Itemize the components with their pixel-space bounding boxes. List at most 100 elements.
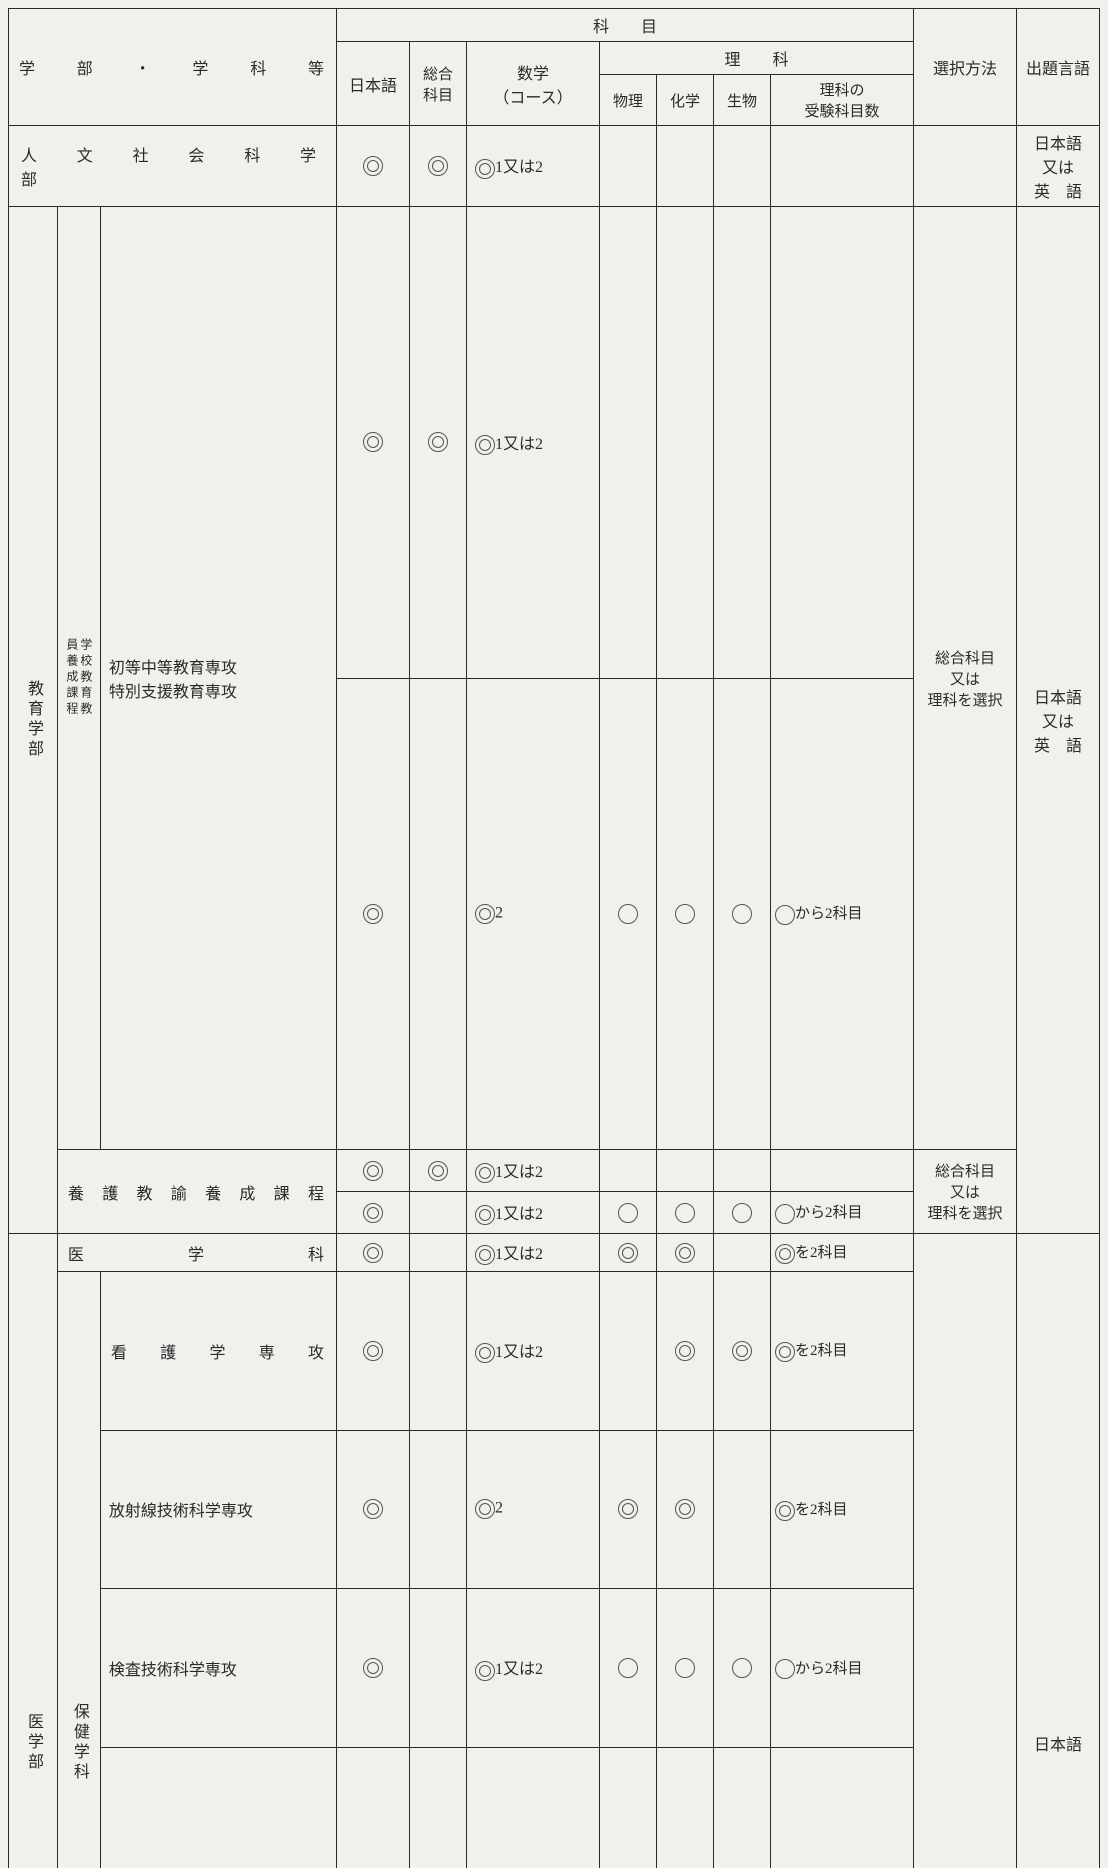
cell: を2科目 bbox=[771, 1234, 914, 1272]
cell: 1又は2 bbox=[467, 1150, 600, 1192]
cell bbox=[914, 126, 1017, 207]
cell bbox=[600, 1272, 657, 1431]
cell bbox=[600, 678, 657, 1150]
cell bbox=[714, 678, 771, 1150]
cell bbox=[600, 126, 657, 207]
requirements-table: 学 部 ・ 学 科 等 科 目 選択方法 出題言語 日本語 総合科目 数学（コー… bbox=[8, 8, 1100, 1868]
cell: 1又は2 bbox=[467, 207, 600, 679]
cell bbox=[337, 126, 410, 207]
cell bbox=[657, 1234, 714, 1272]
hdr-sogo: 総合科目 bbox=[410, 42, 467, 126]
hdr-subjects: 科 目 bbox=[337, 9, 914, 42]
cell bbox=[771, 1150, 914, 1192]
cell bbox=[714, 207, 771, 679]
cell bbox=[657, 1589, 714, 1748]
cell bbox=[600, 1430, 657, 1589]
cell bbox=[714, 1192, 771, 1234]
cell bbox=[410, 1272, 467, 1431]
cell bbox=[337, 1589, 410, 1748]
cell bbox=[657, 1747, 714, 1868]
hdr-chemistry: 化学 bbox=[657, 75, 714, 126]
cell bbox=[771, 207, 914, 679]
cell bbox=[600, 1192, 657, 1234]
cell bbox=[657, 678, 714, 1150]
cell bbox=[410, 1589, 467, 1748]
row-igaku-hoken3: 検査技術科学専攻 bbox=[100, 1589, 336, 1748]
cell bbox=[410, 1150, 467, 1192]
cell bbox=[714, 1589, 771, 1748]
row-igaku-hoken-v: 保健学科 bbox=[57, 1272, 100, 1868]
cell bbox=[337, 1234, 410, 1272]
row-kyoiku-sub2: 養 護 教 諭 養 成 課 程 bbox=[57, 1150, 336, 1234]
cell: 1又は2 bbox=[467, 1589, 600, 1748]
hdr-rika: 理 科 bbox=[600, 42, 914, 75]
cell bbox=[714, 1272, 771, 1431]
cell bbox=[600, 1234, 657, 1272]
hdr-biology: 生物 bbox=[714, 75, 771, 126]
cell bbox=[771, 126, 914, 207]
cell bbox=[714, 126, 771, 207]
cell bbox=[337, 207, 410, 679]
row-igaku-hoken2: 放射線技術科学専攻 bbox=[100, 1430, 336, 1589]
hdr-language: 出題言語 bbox=[1017, 9, 1100, 126]
cell bbox=[657, 1430, 714, 1589]
cell bbox=[337, 678, 410, 1150]
cell: 2 bbox=[467, 678, 600, 1150]
cell bbox=[337, 1272, 410, 1431]
cell bbox=[657, 207, 714, 679]
row-kyoiku-sub1-v: 学校教育教員養成課程 bbox=[57, 207, 100, 1150]
cell: から2科目 bbox=[771, 1589, 914, 1748]
cell bbox=[337, 1430, 410, 1589]
cell bbox=[410, 678, 467, 1150]
row-kyoiku-sub1: 初等中等教育専攻特別支援教育専攻 bbox=[100, 207, 336, 1150]
hdr-physics: 物理 bbox=[600, 75, 657, 126]
cell bbox=[600, 1150, 657, 1192]
row-kyoiku-label: 教育学部 bbox=[9, 207, 58, 1234]
cell bbox=[337, 1747, 410, 1868]
cell bbox=[714, 1747, 771, 1868]
cell-sel bbox=[914, 1234, 1017, 1868]
cell bbox=[410, 1192, 467, 1234]
cell bbox=[410, 1234, 467, 1272]
cell-lang: 日本語又は英 語 bbox=[1017, 207, 1100, 1234]
cell: 生物必修.さらにから1科目 bbox=[771, 1747, 914, 1868]
cell: から2科目 bbox=[771, 678, 914, 1150]
cell: 日本語又は英 語 bbox=[1017, 126, 1100, 207]
cell: 1又は2 bbox=[467, 1192, 600, 1234]
cell-sel: 総合科目又は理科を選択 bbox=[914, 1150, 1017, 1234]
cell: を2科目 bbox=[771, 1430, 914, 1589]
double-circle-icon bbox=[428, 156, 448, 176]
cell bbox=[410, 126, 467, 207]
cell bbox=[600, 1589, 657, 1748]
hdr-math: 数学（コース） bbox=[467, 42, 600, 126]
cell-lang: 日本語 bbox=[1017, 1234, 1100, 1868]
cell: を2科目 bbox=[771, 1272, 914, 1431]
cell bbox=[714, 1150, 771, 1192]
cell: 1又は2 bbox=[467, 126, 600, 207]
cell bbox=[714, 1430, 771, 1589]
row-igaku-med: 医 学 科 bbox=[57, 1234, 336, 1272]
hdr-selection: 選択方法 bbox=[914, 9, 1017, 126]
row-igaku-hoken1: 看 護 学 専 攻 bbox=[100, 1272, 336, 1431]
cell bbox=[600, 1747, 657, 1868]
cell bbox=[657, 126, 714, 207]
row-igaku-hoken4: 理 学 療 法 学 専 攻 bbox=[100, 1747, 336, 1868]
cell bbox=[714, 1234, 771, 1272]
double-circle-icon bbox=[363, 156, 383, 176]
cell: 1又は2 bbox=[467, 1747, 600, 1868]
cell-sel: 総合科目又は理科を選択 bbox=[914, 207, 1017, 1150]
cell bbox=[410, 1430, 467, 1589]
hdr-rika-count: 理科の受験科目数 bbox=[771, 75, 914, 126]
cell: 2 bbox=[467, 1430, 600, 1589]
cell bbox=[657, 1192, 714, 1234]
row-igaku-label: 医学部 bbox=[9, 1234, 58, 1868]
cell bbox=[600, 207, 657, 679]
row-jinbun-label: 人 文 社 会 科 学 部 bbox=[9, 126, 337, 207]
cell: 1又は2 bbox=[467, 1234, 600, 1272]
cell bbox=[410, 1747, 467, 1868]
cell: から2科目 bbox=[771, 1192, 914, 1234]
hdr-japanese: 日本語 bbox=[337, 42, 410, 126]
hdr-faculty: 学 部 ・ 学 科 等 bbox=[9, 9, 337, 126]
cell bbox=[657, 1150, 714, 1192]
cell: 1又は2 bbox=[467, 1272, 600, 1431]
